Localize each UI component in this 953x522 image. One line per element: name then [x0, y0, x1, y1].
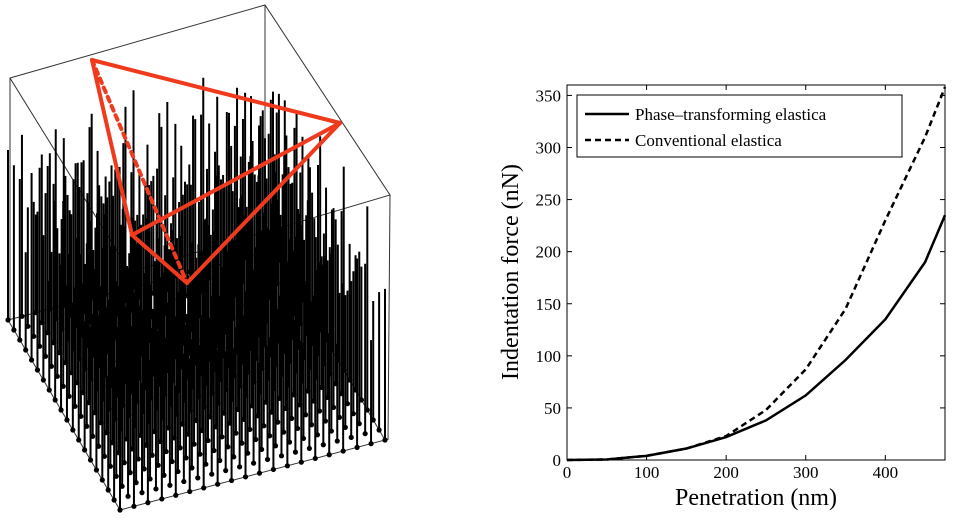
x-axis-label: Penetration (nm) — [675, 485, 837, 511]
pillar-base — [5, 317, 11, 323]
pillar-base — [223, 467, 229, 474]
pillar-base — [111, 497, 117, 503]
pillar-base — [40, 377, 46, 383]
chart: Penetration (nm) Indentation force (nN) … — [498, 84, 947, 511]
pillar-base — [306, 445, 312, 452]
pillar-base — [34, 367, 41, 373]
pillar-base — [284, 463, 290, 469]
y-axis-label: Indentation force (nN) — [498, 164, 524, 380]
pillar-base — [64, 417, 70, 423]
y-tick-label: 50 — [544, 399, 561, 418]
indenter-edge — [90, 58, 134, 237]
pillar-base — [292, 449, 299, 455]
pillar-base — [237, 464, 243, 470]
y-tick-label: 150 — [536, 295, 562, 314]
x-tick-label: 100 — [634, 463, 660, 482]
pillar-base — [368, 441, 374, 447]
pillar-base — [298, 459, 304, 465]
indenter-edge — [130, 121, 342, 237]
pillar-base — [250, 460, 257, 466]
indenter-edge — [130, 233, 189, 285]
pillar-base — [159, 496, 165, 502]
pillar-base — [145, 500, 151, 506]
pillar-base — [326, 452, 332, 458]
pillar-base — [195, 475, 201, 481]
pillar-base — [11, 327, 17, 333]
pillar-base — [153, 486, 159, 492]
plot-frame — [566, 84, 946, 461]
pillar-base — [28, 357, 35, 363]
pillar-base — [270, 466, 277, 473]
indenter-hidden-edge — [90, 58, 189, 285]
pillar-base — [228, 477, 235, 484]
pillar-base — [376, 427, 382, 433]
pillar-base — [46, 387, 52, 393]
pillar-base — [382, 437, 388, 443]
pillar-base — [320, 442, 326, 448]
y-tick-label: 350 — [536, 86, 562, 105]
pillar-base — [256, 470, 263, 476]
pillar-base — [362, 431, 368, 437]
series-line — [566, 214, 947, 462]
pillar-base — [76, 437, 82, 443]
pillar-base — [23, 347, 29, 353]
y-tick-label: 300 — [536, 139, 562, 158]
x-tick-label: 300 — [793, 463, 819, 482]
x-tick-label: 200 — [713, 463, 739, 482]
pillar-base — [87, 457, 94, 463]
pillar-base — [117, 507, 123, 513]
legend-box — [576, 94, 903, 158]
legend-label: Phase–transforming elastica — [635, 105, 827, 124]
pillar-base — [82, 447, 88, 453]
y-tick-label: 0 — [553, 451, 562, 470]
y-tick-label: 250 — [536, 191, 562, 210]
pillar-base — [187, 488, 193, 495]
pillar-base — [312, 455, 318, 462]
y-tick-label: 100 — [536, 347, 562, 366]
pillar-base — [215, 481, 221, 487]
pillar-base — [131, 503, 137, 509]
pillar-base — [354, 444, 360, 450]
indentation-illustration — [5, 4, 391, 513]
pillar-base — [264, 456, 271, 463]
pillar-base — [70, 427, 76, 433]
pillar-base — [181, 478, 187, 485]
indenter-edge — [90, 58, 342, 125]
pillar-base — [99, 477, 105, 483]
pillar-base — [52, 397, 58, 403]
x-tick-label: 400 — [873, 463, 899, 482]
pillar-base — [278, 453, 285, 459]
x-tick-label: 0 — [563, 463, 572, 482]
pillar-base — [167, 482, 173, 488]
pillar-base — [139, 490, 145, 496]
pillar-array — [5, 77, 388, 513]
y-tick-label: 200 — [536, 243, 562, 262]
pillar-base — [93, 467, 100, 473]
legend-label: Conventional elastica — [635, 131, 782, 150]
pillar-base — [348, 434, 354, 440]
box-edge — [387, 194, 391, 441]
pillar-base — [209, 471, 215, 477]
pillar-base — [173, 492, 179, 498]
pillar-base — [340, 448, 346, 454]
pillar-base — [58, 407, 64, 413]
indenter-edge — [185, 121, 342, 285]
pillar-base — [17, 337, 23, 343]
pillar-base — [125, 493, 131, 499]
indenter — [90, 58, 342, 285]
pillar-base — [334, 438, 340, 444]
pillar-base — [105, 487, 111, 493]
pillar-base — [242, 474, 249, 480]
pillar-base — [201, 485, 207, 491]
